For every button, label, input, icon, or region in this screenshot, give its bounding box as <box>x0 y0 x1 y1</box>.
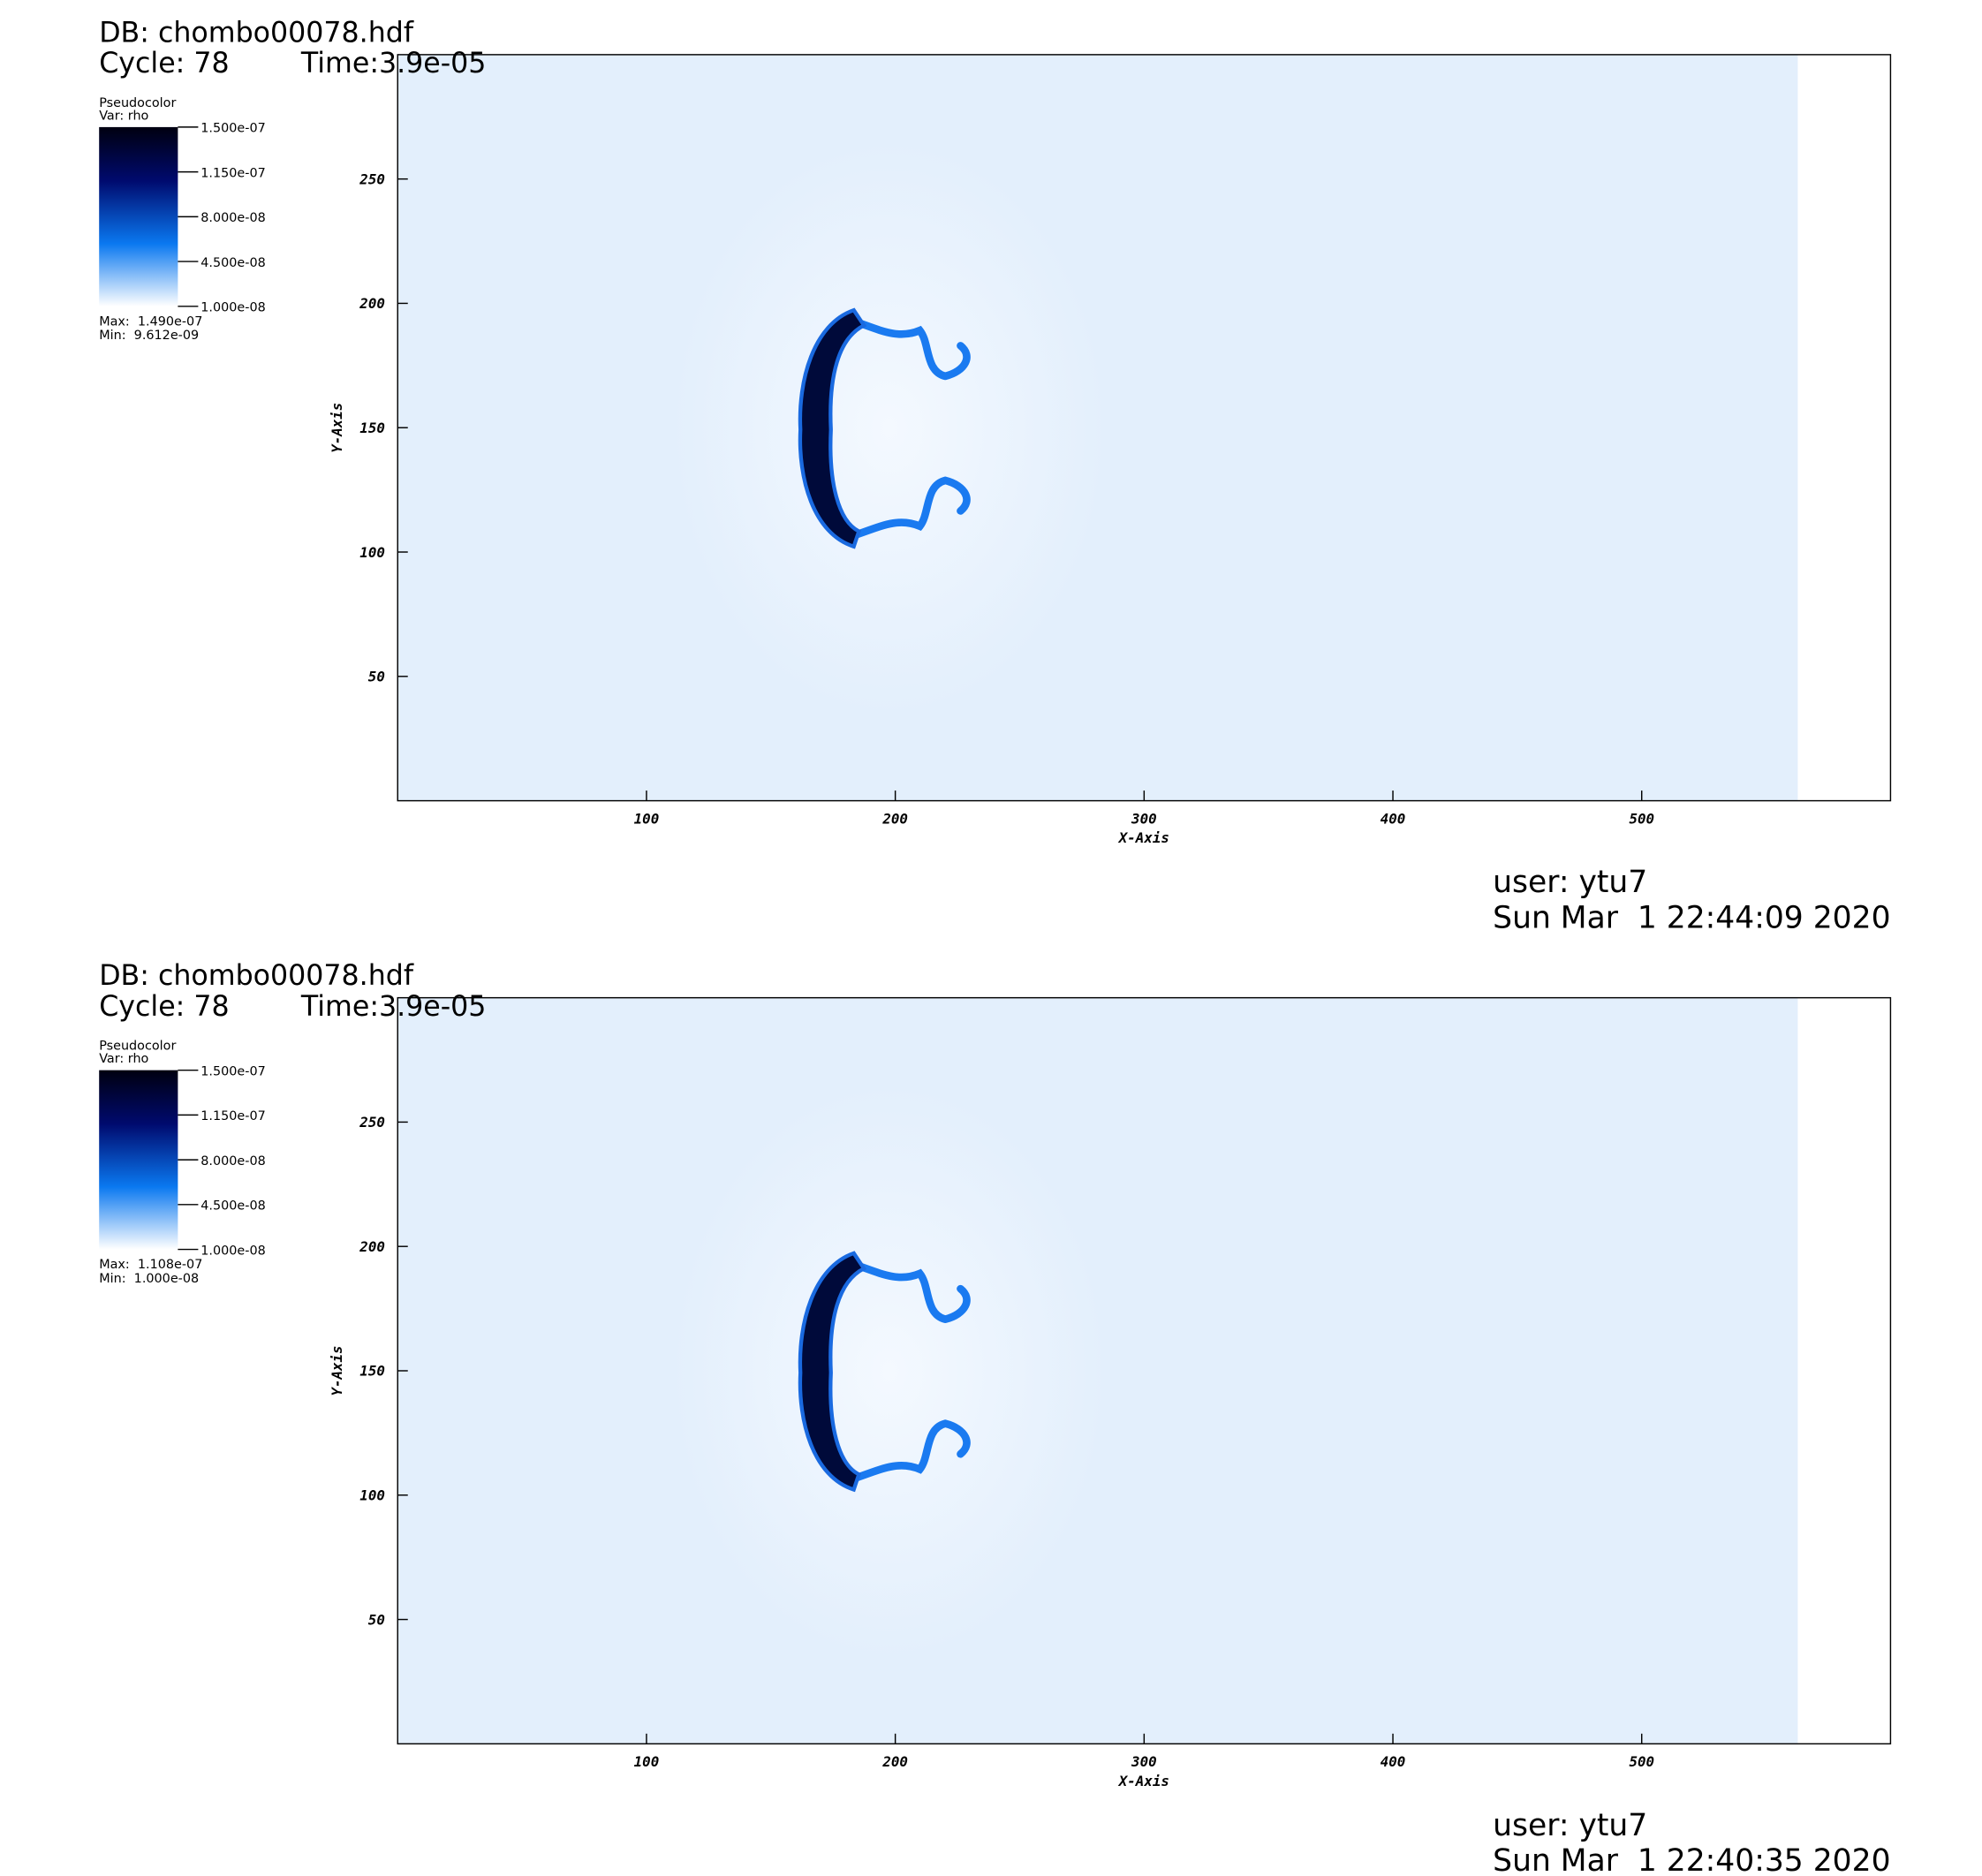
y-tick-label: 100 <box>359 544 385 561</box>
y-tick-label: 50 <box>368 669 385 685</box>
colorbar <box>99 126 178 306</box>
arm <box>839 1257 971 1324</box>
cycle-label: Cycle: 78 <box>99 48 229 79</box>
y-tick-label: 150 <box>359 1363 385 1380</box>
panel: 100 200 300 400 500 50 100 150 200 250 X-Axis Y-Axi… <box>99 960 1892 1876</box>
colorbar-tick-label: 4.500e-08 <box>200 1199 265 1214</box>
y-tick-label: 200 <box>359 295 385 312</box>
x-axis-label: X-Axis <box>1117 1773 1169 1789</box>
plot-name: Pseudocolor <box>99 96 176 110</box>
shock-halo <box>673 142 1106 715</box>
y-tick-label: 250 <box>359 1114 385 1131</box>
x-tick-label: 300 <box>1131 810 1157 827</box>
arm <box>839 314 971 381</box>
x-tick-label: 100 <box>634 1753 660 1770</box>
max-label: Max: 1.490e-07 <box>99 314 202 329</box>
min-label: Min: 9.612e-09 <box>99 329 199 343</box>
x-tick-label: 200 <box>881 1753 908 1770</box>
shock-front <box>798 1251 867 1493</box>
y-axis-label: Y-Axis <box>329 1345 345 1396</box>
x-tick-label: 400 <box>1381 1753 1406 1770</box>
time-label: Time:3.9e-05 <box>300 991 487 1023</box>
var-name: Var: rho <box>99 1052 148 1066</box>
colorbar-tick-label: 1.150e-07 <box>200 1109 265 1123</box>
y-tick-label: 200 <box>359 1238 385 1255</box>
colorbar-tick-label: 4.500e-08 <box>200 256 265 270</box>
colorbar-tick-label: 1.000e-08 <box>200 301 265 315</box>
plot-name: Pseudocolor <box>99 1040 176 1054</box>
y-tick-label: 250 <box>359 170 385 187</box>
x-tick-label: 100 <box>634 810 660 827</box>
arm <box>839 476 971 543</box>
y-tick-label: 150 <box>359 420 385 436</box>
date-label: Sun Mar 1 22:40:35 2020 <box>1493 1843 1890 1876</box>
max-label: Max: 1.108e-07 <box>99 1258 202 1272</box>
colorbar-tick-label: 1.150e-07 <box>200 166 265 180</box>
min-label: Min: 1.000e-08 <box>99 1272 199 1286</box>
cycle-label: Cycle: 78 <box>99 991 229 1023</box>
x-tick-label: 200 <box>881 810 908 827</box>
colorbar <box>99 1070 178 1250</box>
date-label: Sun Mar 1 22:44:09 2020 <box>1493 900 1890 935</box>
shock-halo <box>673 1085 1106 1658</box>
colorbar-tick-label: 1.000e-08 <box>200 1244 265 1258</box>
user-label: user: ytu7 <box>1493 1808 1647 1843</box>
panel: 100 200 300 400 500 50 100 150 200 250 X-Axis Y-Axi… <box>99 17 1892 935</box>
db-label: DB: chombo00078.hdf <box>99 17 414 49</box>
x-tick-label: 500 <box>1629 1753 1654 1770</box>
x-tick-label: 400 <box>1381 810 1406 827</box>
colorbar-tick-label: 1.500e-07 <box>200 122 265 136</box>
x-tick-label: 300 <box>1131 1753 1157 1770</box>
x-tick-label: 500 <box>1629 810 1654 827</box>
colorbar-tick-label: 8.000e-08 <box>200 211 265 225</box>
y-axis-label: Y-Axis <box>329 403 345 453</box>
y-tick-label: 100 <box>359 1487 385 1504</box>
user-label: user: ytu7 <box>1493 865 1647 900</box>
arm <box>839 1419 971 1486</box>
var-name: Var: rho <box>99 109 148 123</box>
colorbar-tick-label: 8.000e-08 <box>200 1154 265 1169</box>
time-label: Time:3.9e-05 <box>300 48 487 79</box>
x-axis-label: X-Axis <box>1117 829 1169 846</box>
shock-front <box>798 307 867 549</box>
db-label: DB: chombo00078.hdf <box>99 960 414 992</box>
colorbar-tick-label: 1.500e-07 <box>200 1064 265 1078</box>
y-tick-label: 50 <box>368 1611 385 1628</box>
